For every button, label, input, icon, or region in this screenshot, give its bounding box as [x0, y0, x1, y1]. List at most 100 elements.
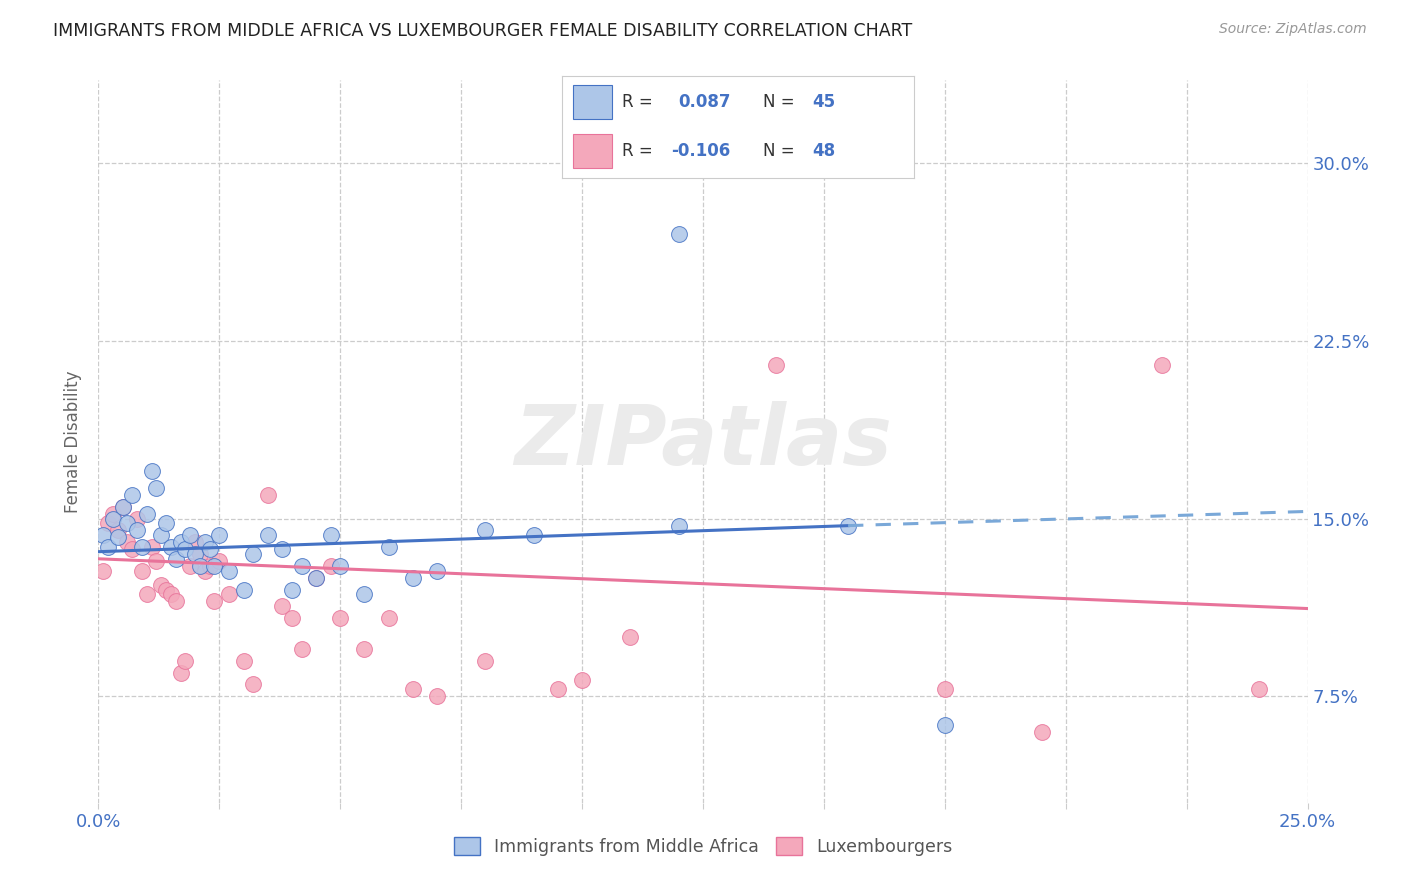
Point [117, 516, 139, 531]
Y-axis label: Female Disability: Female Disability [65, 370, 83, 513]
Point [204, 594, 226, 608]
Point [150, 578, 173, 592]
Point [281, 611, 304, 625]
Point [145, 554, 167, 568]
Point [377, 611, 399, 625]
Point [165, 594, 187, 608]
Point [765, 358, 787, 372]
Point [474, 654, 496, 668]
Text: N =: N = [762, 142, 800, 161]
Point [837, 518, 859, 533]
Point [934, 682, 956, 697]
Bar [574, 85, 612, 119]
Point [184, 547, 207, 561]
Point [523, 528, 546, 542]
Point [1031, 724, 1053, 739]
Text: R =: R = [621, 93, 658, 111]
Point [141, 540, 163, 554]
Point [91, 564, 114, 578]
Point [127, 524, 149, 538]
Point [474, 524, 496, 538]
Point [107, 524, 129, 538]
Point [111, 500, 134, 514]
Text: 0.087: 0.087 [678, 93, 731, 111]
Text: -0.106: -0.106 [672, 142, 731, 161]
Point [121, 488, 143, 502]
Point [141, 464, 163, 478]
Text: R =: R = [621, 142, 658, 161]
Point [174, 542, 197, 557]
Bar [574, 135, 612, 168]
Point [131, 540, 153, 554]
Point [107, 531, 129, 545]
Point [1152, 358, 1174, 372]
Point [198, 558, 221, 573]
Point [155, 582, 177, 597]
Point [188, 547, 211, 561]
Point [135, 587, 157, 601]
Point [256, 488, 278, 502]
Text: IMMIGRANTS FROM MIDDLE AFRICA VS LUXEMBOURGER FEMALE DISABILITY CORRELATION CHAR: IMMIGRANTS FROM MIDDLE AFRICA VS LUXEMBO… [53, 22, 912, 40]
Point [271, 599, 294, 614]
Point [188, 558, 211, 573]
Point [101, 507, 124, 521]
Point [121, 542, 143, 557]
Point [208, 554, 231, 568]
Point [135, 507, 157, 521]
Point [97, 516, 120, 531]
Text: 45: 45 [813, 93, 835, 111]
Point [179, 558, 201, 573]
Point [111, 500, 134, 514]
Point [117, 535, 139, 549]
Point [179, 528, 201, 542]
Text: ZIPatlas: ZIPatlas [515, 401, 891, 482]
Text: Source: ZipAtlas.com: Source: ZipAtlas.com [1219, 22, 1367, 37]
Point [377, 540, 399, 554]
Legend: Immigrants from Middle Africa, Luxembourgers: Immigrants from Middle Africa, Luxembour… [447, 830, 959, 863]
Text: N =: N = [762, 93, 800, 111]
Point [184, 535, 207, 549]
Point [150, 528, 173, 542]
Point [290, 641, 312, 656]
Text: 48: 48 [813, 142, 835, 161]
Point [208, 528, 231, 542]
Point [242, 677, 264, 691]
Point [426, 564, 449, 578]
Point [271, 542, 294, 557]
Point [402, 571, 425, 585]
Point [160, 587, 183, 601]
Point [402, 682, 425, 697]
Point [218, 587, 240, 601]
Point [319, 528, 342, 542]
Point [204, 558, 226, 573]
Point [91, 528, 114, 542]
Point [232, 582, 254, 597]
Point [160, 540, 183, 554]
Point [174, 654, 197, 668]
Point [169, 535, 191, 549]
Point [194, 564, 217, 578]
Point [131, 564, 153, 578]
Point [101, 511, 124, 525]
Point [281, 582, 304, 597]
Point [155, 516, 177, 531]
Point [290, 558, 312, 573]
Point [169, 665, 191, 680]
Point [329, 558, 352, 573]
Point [194, 535, 217, 549]
Point [319, 558, 342, 573]
Point [668, 227, 690, 242]
Point [547, 682, 569, 697]
Point [934, 717, 956, 731]
Point [329, 611, 352, 625]
Point [571, 673, 593, 687]
Point [305, 571, 328, 585]
Point [305, 571, 328, 585]
Point [256, 528, 278, 542]
Point [198, 542, 221, 557]
Point [619, 630, 641, 644]
Point [218, 564, 240, 578]
Point [127, 511, 149, 525]
Point [97, 540, 120, 554]
Point [145, 481, 167, 495]
